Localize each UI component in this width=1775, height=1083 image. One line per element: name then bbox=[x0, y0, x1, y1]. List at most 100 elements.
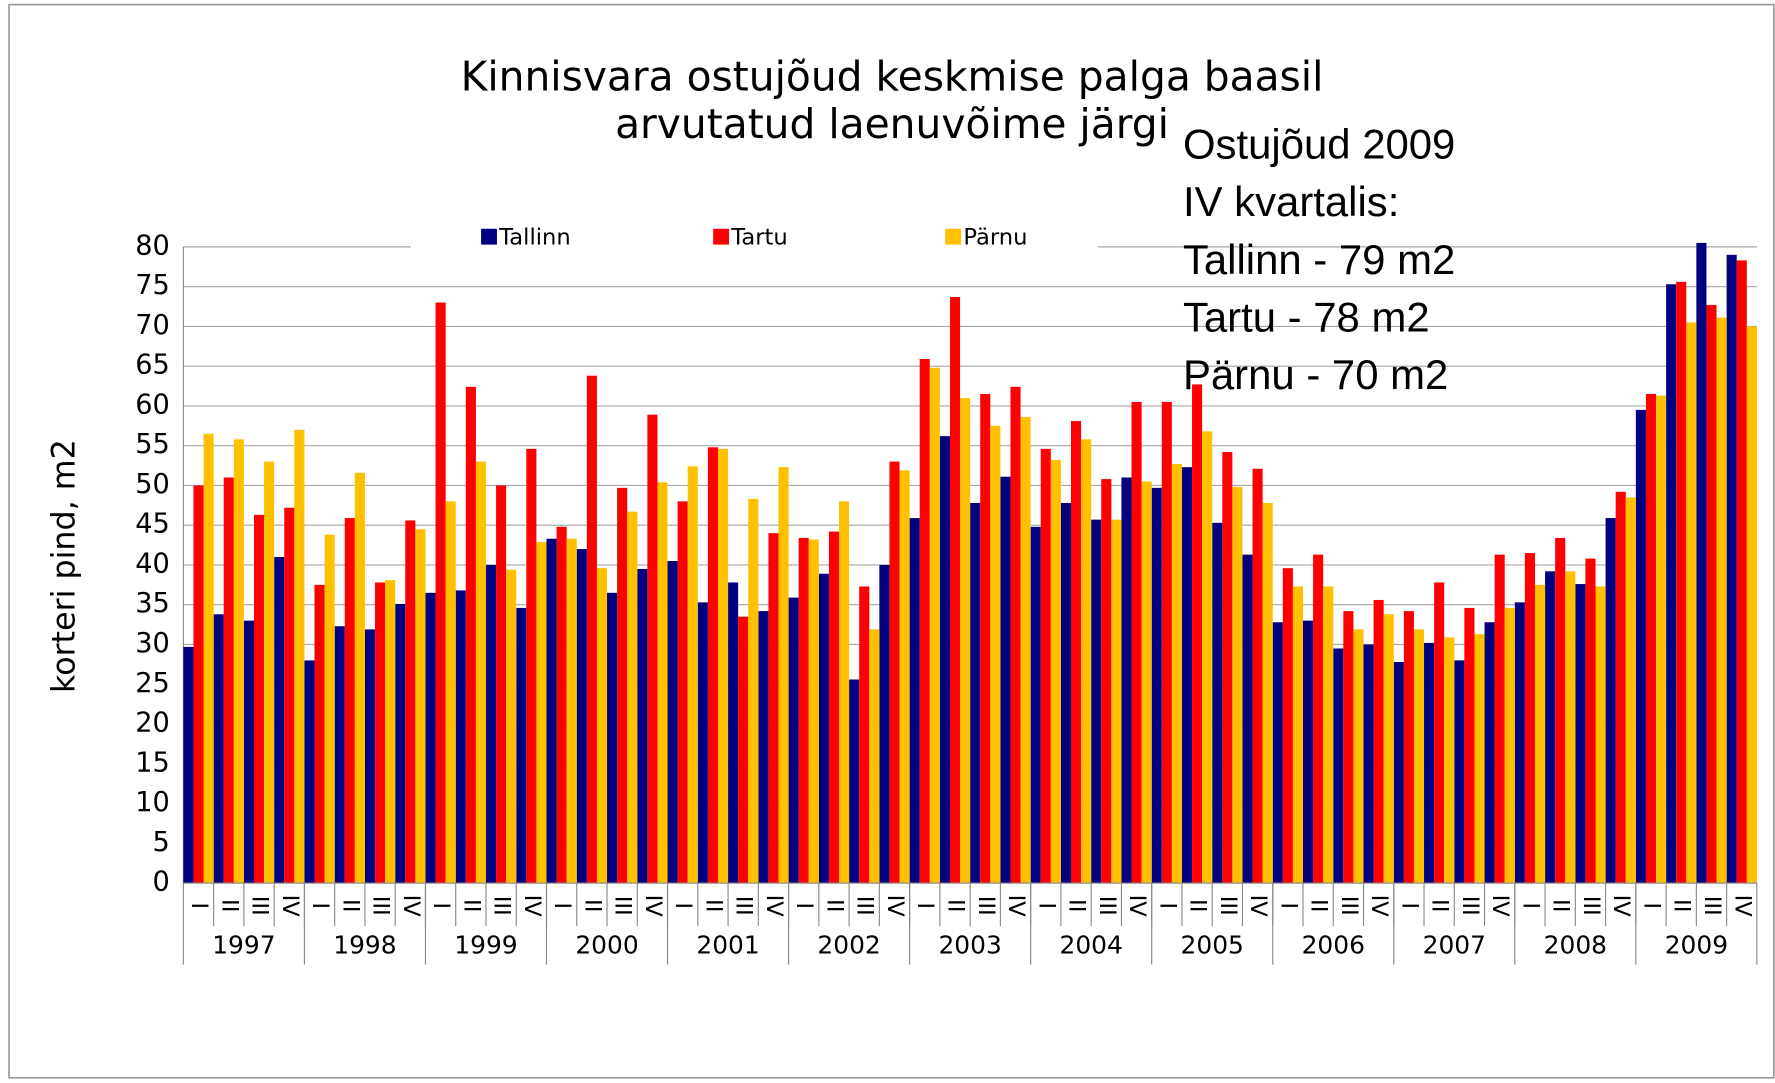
bar bbox=[596, 568, 608, 884]
bar bbox=[818, 573, 829, 884]
bar bbox=[1545, 571, 1556, 884]
x-tick-label: IV bbox=[519, 895, 545, 918]
bar bbox=[334, 626, 345, 884]
x-tick-label: IV bbox=[1729, 895, 1755, 918]
bar bbox=[1494, 554, 1505, 884]
bar bbox=[566, 538, 577, 884]
bar bbox=[1575, 584, 1586, 884]
x-tick-label: IV bbox=[882, 895, 908, 918]
annotation: IV kvartalis: bbox=[1183, 178, 1399, 225]
chart-title: arvutatud laenuvõime järgi bbox=[615, 100, 1169, 148]
x-tick-label: II bbox=[1185, 899, 1211, 912]
x-tick-label: II bbox=[1306, 899, 1332, 912]
y-tick-label: 10 bbox=[135, 787, 170, 818]
x-tick-label: I bbox=[670, 902, 696, 909]
y-tick-label: 45 bbox=[135, 509, 170, 540]
bar bbox=[1081, 439, 1092, 884]
bar bbox=[1091, 519, 1102, 884]
bar bbox=[778, 467, 789, 884]
bar bbox=[395, 603, 406, 884]
bar bbox=[637, 568, 648, 884]
bar bbox=[1555, 537, 1566, 884]
bar bbox=[1242, 554, 1253, 884]
bar bbox=[949, 296, 961, 884]
bar bbox=[1323, 586, 1334, 884]
bar bbox=[1050, 459, 1061, 884]
legend-label: Tartu bbox=[730, 224, 787, 250]
bar bbox=[828, 531, 840, 884]
bar bbox=[1403, 611, 1414, 884]
bar bbox=[1252, 468, 1263, 884]
bar bbox=[193, 485, 204, 884]
x-tick-label: II bbox=[1427, 899, 1453, 912]
y-tick-label: 50 bbox=[135, 469, 170, 500]
bar bbox=[516, 607, 527, 884]
x-tick-label: I bbox=[428, 902, 454, 909]
bar bbox=[455, 590, 466, 884]
x-tick-label: III bbox=[610, 896, 636, 916]
bar bbox=[899, 470, 910, 884]
bar bbox=[1726, 254, 1737, 884]
group-label: 1999 bbox=[454, 930, 517, 959]
bar bbox=[647, 414, 658, 884]
x-tick-label: IV bbox=[1124, 895, 1150, 918]
bar bbox=[1434, 582, 1445, 884]
bar bbox=[1605, 518, 1616, 884]
bar bbox=[788, 597, 799, 884]
bar bbox=[1272, 622, 1283, 884]
y-tick-label: 55 bbox=[135, 429, 170, 460]
annotation: Tartu - 78 m2 bbox=[1183, 294, 1430, 341]
x-tick-label: I bbox=[1396, 902, 1422, 909]
bar bbox=[1686, 322, 1697, 884]
group-label: 2006 bbox=[1302, 930, 1365, 959]
bar bbox=[748, 498, 759, 884]
bar bbox=[1504, 607, 1515, 884]
bar bbox=[465, 386, 476, 884]
annotation: Pärnu - 70 m2 bbox=[1183, 351, 1448, 398]
bar bbox=[294, 429, 305, 884]
bar bbox=[1333, 648, 1344, 884]
bar bbox=[758, 611, 769, 884]
legend-background bbox=[410, 220, 1099, 255]
bar bbox=[1292, 586, 1303, 884]
x-tick-label: III bbox=[489, 896, 515, 916]
y-tick-label: 70 bbox=[135, 310, 170, 341]
x-tick-label: IV bbox=[1003, 895, 1029, 918]
bar bbox=[607, 592, 618, 884]
x-tick-label: III bbox=[1578, 896, 1604, 916]
bar bbox=[435, 302, 446, 884]
annotation: Tallinn - 79 m2 bbox=[1183, 236, 1455, 283]
bar bbox=[1595, 586, 1606, 884]
group-label: 2004 bbox=[1059, 930, 1122, 959]
y-tick-label: 40 bbox=[135, 548, 170, 579]
bar bbox=[1696, 242, 1707, 884]
bar bbox=[1111, 519, 1122, 884]
bar bbox=[1000, 476, 1011, 884]
bar bbox=[919, 359, 930, 884]
group-label: 1998 bbox=[333, 930, 396, 959]
bar bbox=[1181, 467, 1193, 884]
bar bbox=[1030, 526, 1041, 884]
bar bbox=[879, 564, 890, 884]
x-tick-label: II bbox=[216, 899, 242, 912]
bar bbox=[738, 616, 749, 884]
bar bbox=[1413, 629, 1425, 884]
bar bbox=[1393, 661, 1404, 884]
y-tick-label: 15 bbox=[135, 747, 170, 778]
bar bbox=[1424, 642, 1435, 884]
bar bbox=[728, 582, 739, 884]
bar bbox=[213, 614, 224, 884]
group-label: 1997 bbox=[212, 930, 275, 959]
bar bbox=[324, 534, 335, 884]
group-label: 2005 bbox=[1181, 930, 1244, 959]
y-tick-label: 35 bbox=[135, 588, 170, 619]
bar bbox=[677, 501, 688, 884]
bar bbox=[627, 511, 638, 884]
x-tick-label: III bbox=[1215, 896, 1241, 916]
bar bbox=[960, 397, 971, 884]
x-tick-label: I bbox=[1275, 902, 1301, 909]
y-axis-label: korteri pind, m2 bbox=[47, 439, 83, 693]
bar bbox=[1363, 644, 1374, 884]
bar bbox=[1615, 491, 1626, 884]
bar bbox=[1565, 571, 1576, 884]
